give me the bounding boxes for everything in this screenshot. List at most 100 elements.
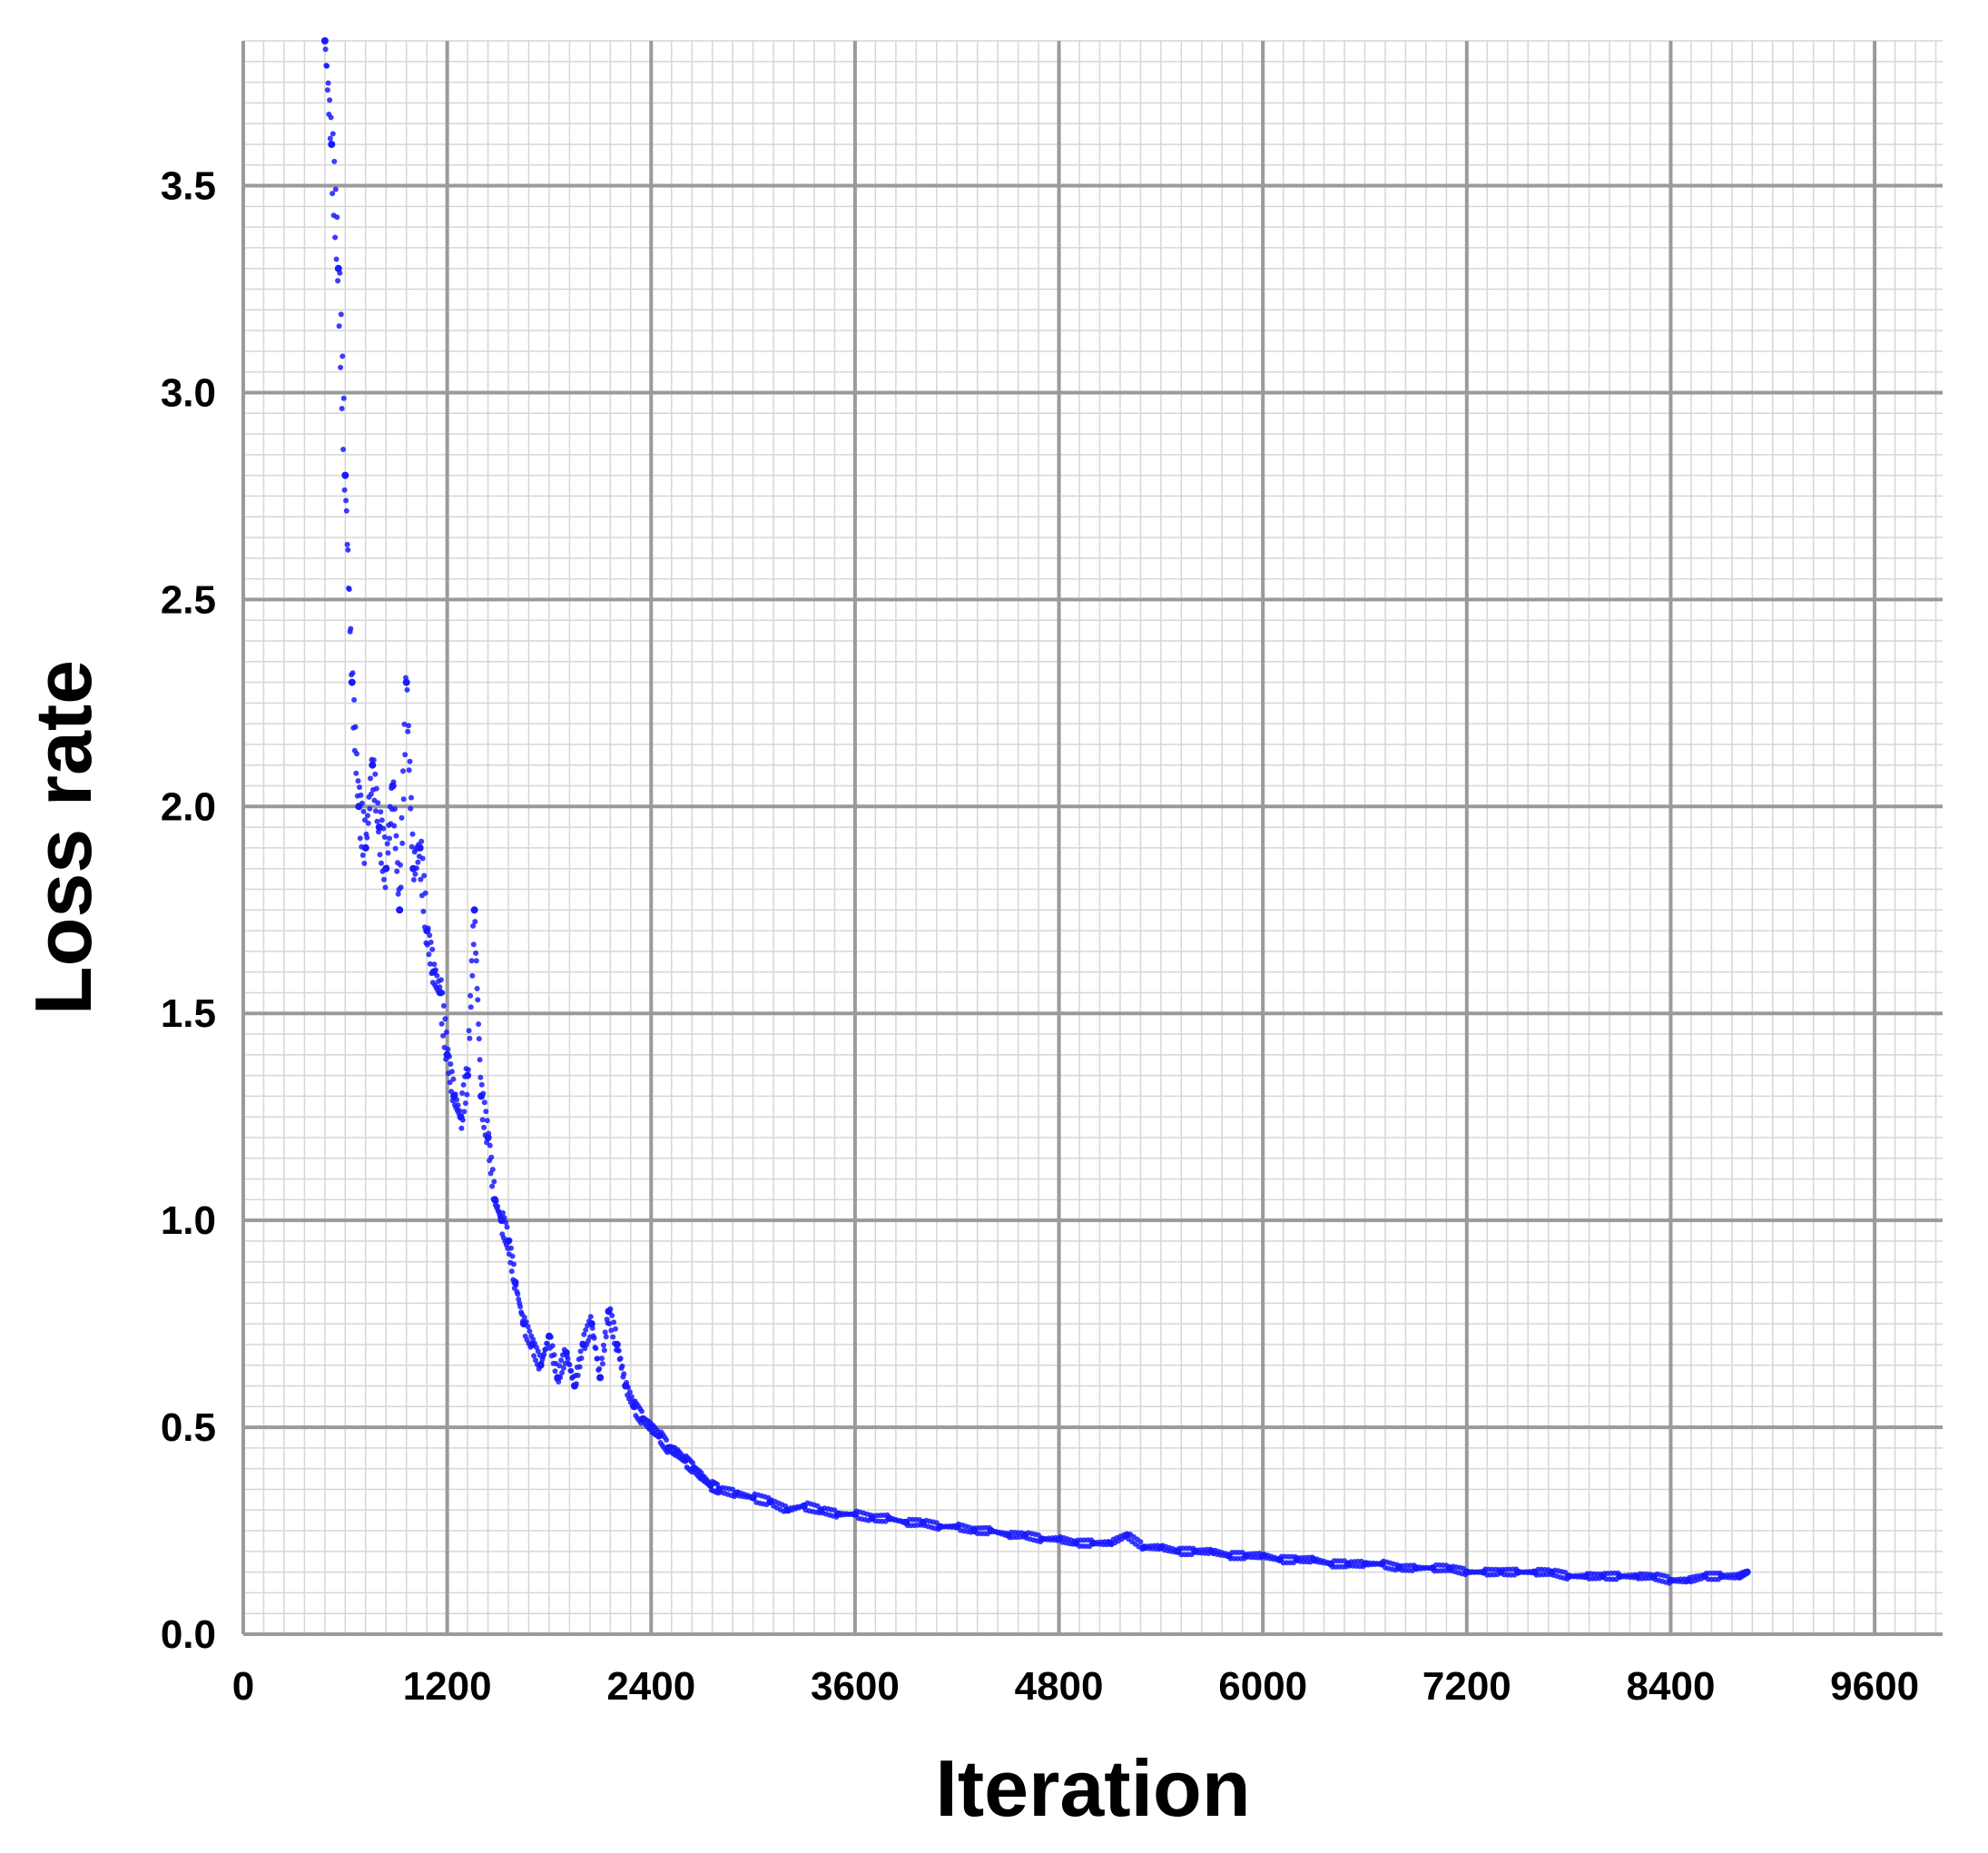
data-point-interp: [410, 877, 417, 882]
data-point-interp: [365, 820, 371, 826]
data-point-interp: [443, 1029, 449, 1035]
data-point-interp: [489, 1183, 496, 1189]
data-point-interp: [337, 270, 343, 276]
data-point-interp: [412, 871, 418, 877]
data-point-interp: [465, 1067, 471, 1073]
data-point-interp: [690, 1460, 696, 1466]
data-point-interp: [476, 1021, 482, 1027]
data-point-interp: [464, 1091, 470, 1098]
data-point-interp: [568, 1367, 575, 1374]
data-point-interp: [375, 800, 381, 806]
data-point-interp: [440, 1032, 447, 1039]
data-point-interp: [448, 1061, 454, 1067]
data-point-interp: [367, 805, 373, 812]
data-point-interp: [475, 997, 481, 1003]
data-point-interp: [341, 487, 348, 493]
data-point-interp: [508, 1245, 514, 1251]
data-point-interp: [327, 135, 333, 142]
data-point-interp: [399, 814, 405, 821]
data-point: [587, 1320, 595, 1328]
data-point-interp: [373, 808, 379, 814]
data-point-interp: [517, 1304, 524, 1310]
data-point-interp: [359, 853, 366, 858]
data-point-interp: [507, 1237, 513, 1244]
data-point-interp: [368, 791, 374, 797]
data-point-interp: [481, 1124, 487, 1130]
data-point-interp: [384, 864, 389, 871]
data-point-interp: [457, 1108, 463, 1114]
data-point-interp: [402, 752, 408, 758]
data-point-interp: [330, 131, 336, 137]
data-point-interp: [573, 1381, 579, 1387]
data-point-interp: [354, 751, 359, 757]
data-point-interp: [468, 958, 475, 964]
data-point-interp: [628, 1394, 635, 1400]
data-point-interp: [611, 1319, 617, 1326]
data-point-interp: [525, 1324, 531, 1330]
data-points: [320, 37, 1751, 1586]
data-point-interp: [346, 586, 352, 592]
data-point-interp: [439, 990, 446, 996]
data-point-interp: [589, 1325, 595, 1331]
data-point-interp: [344, 541, 350, 547]
data-point: [334, 264, 342, 272]
data-point-interp: [541, 1351, 547, 1357]
data-point-interp: [422, 890, 428, 896]
data-point-interp: [557, 1375, 564, 1381]
data-point-interp: [602, 1329, 608, 1336]
data-point: [369, 761, 377, 769]
data-point-interp: [336, 323, 342, 330]
y-tick-label: 2.0: [161, 784, 216, 829]
data-point-interp: [328, 114, 334, 121]
data-point-interp: [333, 256, 340, 262]
data-point-interp: [609, 1313, 615, 1318]
data-point-interp: [560, 1365, 566, 1371]
data-point-interp: [357, 784, 362, 791]
data-point-interp: [610, 1334, 616, 1340]
data-point-interp: [381, 876, 387, 882]
data-point-interp: [467, 1004, 474, 1010]
data-point-interp: [488, 1154, 495, 1160]
data-point-interp: [351, 696, 358, 703]
data-point-interp: [322, 46, 329, 53]
data-point-interp: [357, 835, 363, 842]
data-point-interp: [551, 1352, 557, 1358]
data-point-interp: [469, 972, 476, 979]
data-point-interp: [392, 845, 399, 852]
data-point-interp: [474, 985, 480, 991]
data-point-interp: [387, 835, 392, 842]
data-point-interp: [556, 1379, 562, 1385]
data-point-interp: [335, 278, 341, 284]
data-point-interp: [445, 1046, 451, 1052]
data-point: [361, 843, 369, 852]
data-point-interp: [472, 919, 478, 925]
data-point-interp: [400, 768, 406, 774]
data-point-interp: [454, 1097, 460, 1103]
data-point-interp: [390, 779, 397, 785]
data-point-interp: [470, 941, 477, 948]
data-point-interp: [324, 87, 330, 94]
data-point-interp: [352, 724, 359, 730]
data-point-interp: [477, 1074, 484, 1080]
x-tick-label: 4800: [1015, 1664, 1104, 1709]
data-point-interp: [408, 794, 414, 801]
y-tick-label: 1.0: [161, 1198, 216, 1243]
data-point-interp: [377, 852, 383, 858]
data-point-interp: [613, 1326, 618, 1332]
data-point-interp: [345, 547, 351, 553]
data-point-interp: [509, 1253, 516, 1259]
x-tick-label: 7200: [1422, 1664, 1511, 1709]
data-point-interp: [393, 833, 399, 839]
data-point-interp: [442, 1016, 448, 1022]
data-point-interp: [601, 1347, 607, 1354]
data-point-interp: [372, 771, 379, 777]
data-point-interp: [565, 1355, 571, 1362]
x-tick-label: 6000: [1218, 1664, 1307, 1709]
data-point-interp: [626, 1389, 633, 1395]
data-point-interp: [583, 1326, 589, 1333]
data-point-interp: [593, 1345, 599, 1352]
data-point-interp: [327, 97, 333, 103]
data-point-interp: [373, 785, 379, 792]
data-point: [396, 906, 404, 914]
data-point-interp: [603, 1334, 609, 1340]
